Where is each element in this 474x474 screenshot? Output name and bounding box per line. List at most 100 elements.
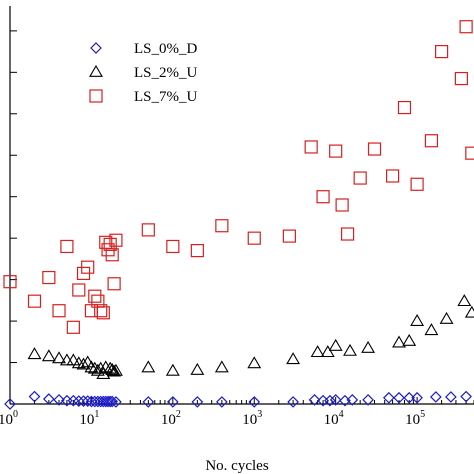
data-point — [310, 345, 325, 358]
data-point — [457, 294, 472, 307]
data-point — [410, 177, 424, 191]
data-point — [353, 171, 367, 185]
data-point — [393, 391, 405, 404]
data-point — [308, 394, 321, 406]
data-point — [215, 219, 229, 233]
data-point — [383, 391, 395, 404]
data-point — [141, 223, 155, 237]
data-point — [392, 335, 406, 348]
data-point — [41, 349, 56, 362]
x-tick-label: 102 — [161, 409, 181, 428]
data-point — [28, 390, 41, 403]
data-point — [287, 396, 299, 408]
data-point — [76, 357, 91, 370]
data-point — [108, 363, 123, 376]
x-tick-label: 104 — [324, 409, 344, 428]
data-point — [329, 394, 342, 406]
data-point — [454, 71, 468, 86]
data-point — [60, 239, 74, 254]
data-point — [216, 396, 228, 408]
data-point — [4, 398, 16, 410]
data-point — [361, 340, 376, 353]
data-point — [107, 277, 121, 291]
data-point — [403, 391, 416, 404]
series-triangle — [27, 294, 474, 380]
data-point — [72, 395, 85, 407]
data-point — [190, 244, 204, 258]
data-point — [459, 20, 473, 34]
data-point — [248, 396, 261, 408]
x-tick-label: 100 — [0, 409, 18, 428]
data-point — [424, 134, 439, 148]
data-point — [328, 338, 343, 351]
data-point — [66, 353, 81, 366]
data-point — [247, 231, 261, 245]
data-point — [367, 142, 382, 156]
data-point — [88, 289, 102, 303]
x-tick-label: 105 — [405, 409, 425, 428]
data-point — [84, 360, 99, 373]
data-point — [286, 352, 301, 365]
series-diamond — [4, 390, 472, 410]
data-point — [411, 391, 423, 404]
data-point — [166, 396, 179, 408]
data-point — [362, 394, 374, 406]
x-axis-label: No. cycles — [205, 458, 268, 474]
data-point — [316, 190, 330, 204]
data-point — [27, 294, 42, 308]
data-point — [410, 313, 425, 326]
data-point — [460, 390, 472, 403]
series-square — [3, 20, 474, 334]
data-point — [435, 45, 449, 59]
data-point — [52, 304, 66, 318]
data-point — [42, 270, 56, 285]
data-point — [53, 394, 65, 406]
legend-marker — [89, 89, 103, 103]
data-point — [335, 198, 349, 212]
data-point — [165, 363, 180, 376]
data-point — [105, 362, 120, 375]
data-point — [106, 395, 119, 408]
data-point — [430, 391, 442, 403]
data-point — [329, 144, 343, 158]
data-point — [397, 100, 412, 115]
data-point — [102, 395, 114, 408]
data-point — [96, 306, 110, 320]
legend-label: LS_0%_D — [134, 41, 198, 57]
data-point — [214, 360, 229, 373]
data-point — [191, 396, 204, 408]
x-tick-label: 103 — [242, 409, 262, 428]
data-point — [282, 229, 296, 243]
data-point — [92, 395, 104, 408]
legend-label: LS_7%_U — [134, 89, 198, 105]
data-point — [94, 304, 108, 318]
data-point — [324, 394, 336, 407]
legend-marker — [90, 42, 102, 54]
data-point — [52, 351, 66, 364]
data-point — [105, 248, 119, 262]
data-point — [445, 391, 457, 403]
x-tick-label: 101 — [79, 409, 99, 428]
y-axis — [10, 30, 17, 405]
legend: LS_0%_D LS_2%_U LS_7%_U — [89, 41, 198, 105]
data-point — [141, 360, 156, 373]
data-point — [27, 347, 42, 360]
data-point — [142, 396, 155, 408]
data-point — [77, 395, 90, 407]
data-point — [66, 320, 80, 334]
data-point — [424, 323, 439, 336]
data-point — [190, 362, 205, 375]
data-point — [439, 311, 454, 324]
x-axis: 100 101 102 103 104 105 — [0, 397, 474, 428]
data-point — [166, 239, 180, 254]
legend-marker — [89, 64, 103, 77]
data-point — [247, 356, 262, 369]
data-point — [3, 275, 17, 289]
data-markers — [3, 20, 474, 410]
data-point — [72, 283, 86, 297]
data-point — [101, 243, 115, 257]
data-point — [107, 364, 122, 377]
data-point — [402, 333, 417, 346]
data-point — [464, 305, 474, 318]
